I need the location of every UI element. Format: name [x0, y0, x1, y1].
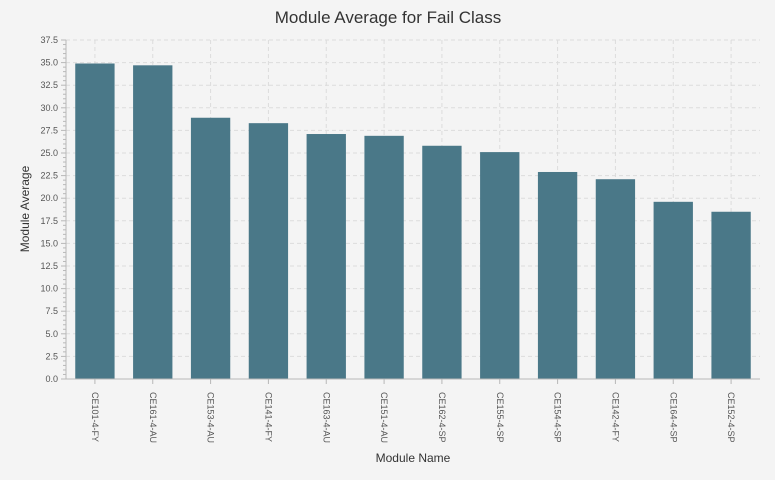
bar-ce162-4-sp — [422, 145, 462, 379]
bar-ce101-4-fy — [75, 63, 115, 380]
bar-ce152-4-sp — [711, 211, 751, 379]
x-tick-label: CE141-4-FY — [263, 392, 273, 442]
y-tick-label: 7.5 — [45, 306, 58, 316]
x-tick-label: CE155-4-SP — [495, 392, 505, 443]
x-tick-label: CE152-4-SP — [726, 392, 736, 443]
y-tick-label: 10.0 — [40, 284, 58, 294]
bar-ce163-4-au — [306, 134, 346, 379]
x-tick-label: CE154-4-SP — [553, 392, 563, 443]
y-tick-label: 12.5 — [40, 261, 58, 271]
bar-ce141-4-fy — [248, 123, 289, 379]
y-tick-label: 27.5 — [40, 125, 58, 135]
y-axis-ticks: 0.0 2.5 5.0 7.5 10.0 12.5 15.0 17.5 20.0 22.5 25.0… — [40, 35, 66, 384]
y-tick-label: 15.0 — [40, 238, 58, 248]
axes — [65, 40, 760, 380]
x-tick-label: CE142-4-FY — [610, 392, 620, 442]
x-tick-label: CE162-4-SP — [437, 392, 447, 443]
y-tick-label: 22.5 — [40, 171, 58, 181]
x-tick-label: CE163-4-AU — [321, 392, 331, 443]
y-tick-label: 20.0 — [40, 193, 58, 203]
bar-ce142-4-fy — [595, 179, 636, 379]
bar-ce164-4-sp — [653, 201, 693, 379]
y-axis-title: Module Average — [18, 165, 32, 252]
x-axis-title: Module Name — [376, 451, 451, 465]
y-tick-label: 2.5 — [45, 351, 58, 361]
x-tick-label: CE164-4-SP — [668, 392, 678, 443]
y-tick-label: 0.0 — [45, 374, 58, 384]
y-tick-label: 25.0 — [40, 148, 58, 158]
y-tick-label: 37.5 — [40, 35, 58, 45]
x-tick-label: CE101-4-FY — [90, 392, 100, 442]
y-tick-label: 35.0 — [40, 58, 58, 68]
bar-ce153-4-au — [190, 117, 231, 379]
y-tick-label: 5.0 — [45, 329, 58, 339]
x-axis-ticks: CE101-4-FY CE161-4-AU CE153-4-AU CE141-4-FY… — [90, 379, 736, 443]
bar-ce161-4-au — [133, 65, 173, 379]
bar-ce154-4-sp — [537, 171, 578, 379]
x-tick-label: CE161-4-AU — [148, 392, 158, 443]
bars — [75, 63, 751, 380]
bar-ce155-4-sp — [480, 152, 520, 379]
y-tick-label: 32.5 — [40, 80, 58, 90]
x-tick-label: CE153-4-AU — [206, 392, 216, 443]
y-tick-label: 30.0 — [40, 103, 58, 113]
chart-title: Module Average for Fail Class — [275, 8, 501, 27]
bar-ce151-4-au — [364, 135, 404, 379]
x-tick-label: CE151-4-AU — [379, 392, 389, 443]
y-tick-label: 17.5 — [40, 216, 58, 226]
